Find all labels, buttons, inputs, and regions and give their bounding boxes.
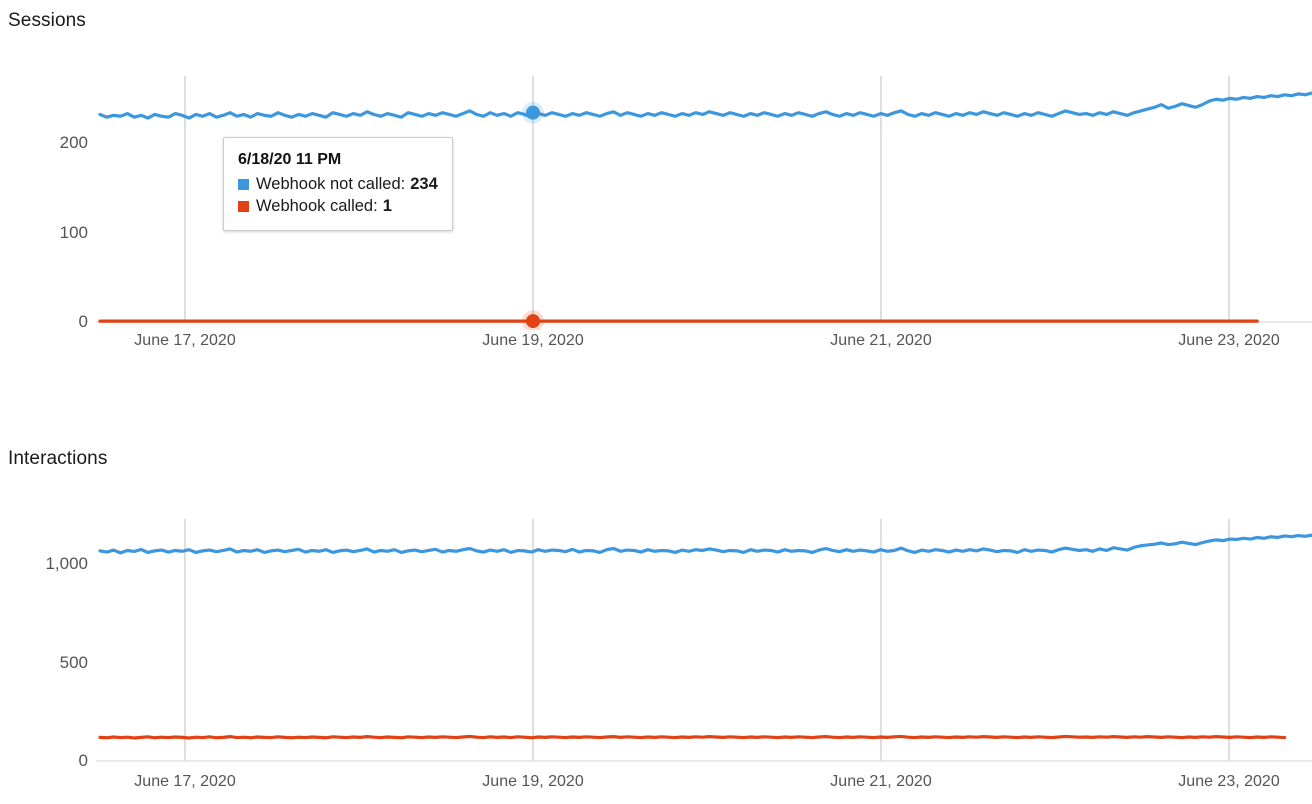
interactions-plot-svg[interactable] — [0, 504, 1312, 774]
x-axis-tick-label: June 21, 2020 — [830, 773, 932, 790]
sessions-plot-area[interactable] — [0, 60, 1312, 330]
tooltip-label-webhook-not-called: Webhook not called: — [256, 175, 406, 194]
series-line-webhook-not-called[interactable] — [98, 533, 1312, 555]
hover-marker-webhook-called[interactable] — [526, 314, 540, 329]
series-line-webhook-called[interactable] — [98, 734, 1287, 740]
interactions-plot-area[interactable] — [0, 504, 1312, 774]
hover-tooltip: 6/18/20 11 PM Webhook not called: 234 We… — [223, 137, 453, 231]
tooltip-row-webhook-called: Webhook called: 1 — [238, 196, 438, 218]
tooltip-title: 6/18/20 11 PM — [238, 151, 342, 168]
swatch-red-icon — [238, 201, 249, 213]
x-axis-tick-label: June 19, 2020 — [482, 773, 584, 790]
x-axis-tick-label: June 17, 2020 — [134, 332, 236, 349]
x-axis-tick-label: June 21, 2020 — [830, 332, 932, 349]
series-line-webhook-not-called[interactable] — [98, 91, 1312, 120]
y-axis-tick-label: 0 — [78, 312, 88, 331]
y-axis-tick-label: 0 — [78, 751, 88, 770]
hover-marker-webhook-not-called[interactable] — [526, 105, 540, 120]
x-axis-tick-label: June 19, 2020 — [482, 332, 584, 349]
sessions-chart-panel: Sessions 0 100 200 June 17, 2020 June 19, 20… — [0, 10, 1312, 349]
swatch-blue-icon — [238, 179, 249, 191]
x-axis-tick-label: June 23, 2020 — [1178, 332, 1280, 349]
y-axis-tick-label: 500 — [59, 652, 88, 672]
sessions-plot-svg[interactable] — [0, 60, 1312, 330]
tooltip-value-webhook-not-called: 234 — [410, 175, 438, 194]
tooltip-label-webhook-called: Webhook called: — [256, 196, 378, 215]
y-axis-tick-label: 200 — [59, 133, 88, 153]
x-axis-tick-label: June 23, 2020 — [1178, 773, 1280, 790]
sessions-chart-title: Sessions — [8, 10, 86, 31]
interactions-chart-title: Interactions — [8, 448, 108, 469]
interactions-chart-panel: Interactions 0 500 1,000 June 17, 2020 June … — [0, 404, 1312, 804]
y-axis-tick-label: 1,000 — [45, 554, 88, 574]
y-axis-tick-label: 100 — [59, 222, 88, 242]
tooltip-value-webhook-called: 1 — [382, 196, 392, 215]
tooltip-row-webhook-not-called: Webhook not called: 234 — [238, 174, 438, 196]
x-axis-tick-label: June 17, 2020 — [134, 773, 236, 790]
